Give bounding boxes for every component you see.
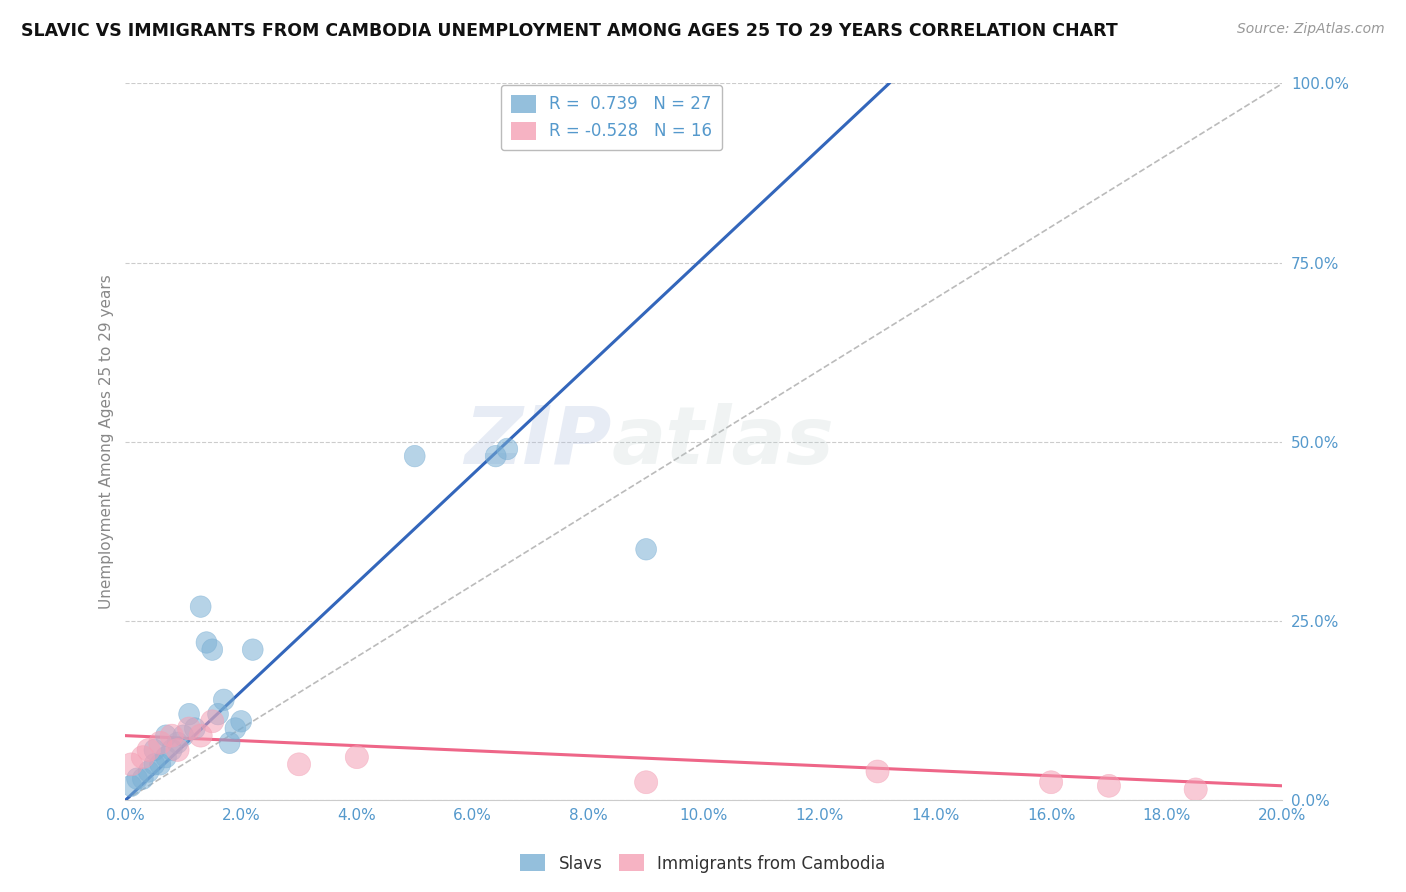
Ellipse shape [138,761,159,782]
Text: atlas: atlas [612,403,834,481]
Ellipse shape [188,724,212,747]
Ellipse shape [131,746,155,769]
Ellipse shape [485,445,506,467]
Text: Source: ZipAtlas.com: Source: ZipAtlas.com [1237,22,1385,37]
Ellipse shape [1184,778,1208,801]
Ellipse shape [1039,771,1063,794]
Ellipse shape [121,775,142,797]
Ellipse shape [162,739,183,761]
Ellipse shape [202,639,222,660]
Ellipse shape [132,768,153,789]
Ellipse shape [231,711,252,732]
Ellipse shape [287,753,311,776]
Ellipse shape [150,754,170,775]
Ellipse shape [242,639,263,660]
Legend: Slavs, Immigrants from Cambodia: Slavs, Immigrants from Cambodia [513,847,893,880]
Ellipse shape [195,632,217,653]
Ellipse shape [346,746,368,769]
Ellipse shape [201,710,224,732]
Text: ZIP: ZIP [464,403,612,481]
Ellipse shape [177,717,201,740]
Ellipse shape [120,753,143,776]
Ellipse shape [190,596,211,617]
Ellipse shape [127,768,148,789]
Ellipse shape [214,689,235,711]
Ellipse shape [173,725,194,747]
Ellipse shape [136,739,160,762]
Ellipse shape [167,732,188,754]
Ellipse shape [166,739,188,762]
Ellipse shape [405,445,425,467]
Ellipse shape [636,539,657,560]
Text: SLAVIC VS IMMIGRANTS FROM CAMBODIA UNEMPLOYMENT AMONG AGES 25 TO 29 YEARS CORREL: SLAVIC VS IMMIGRANTS FROM CAMBODIA UNEMP… [21,22,1118,40]
Ellipse shape [143,754,165,775]
Ellipse shape [156,747,176,768]
Ellipse shape [225,718,246,739]
Ellipse shape [149,731,172,755]
Y-axis label: Unemployment Among Ages 25 to 29 years: Unemployment Among Ages 25 to 29 years [100,275,114,609]
Ellipse shape [1097,774,1121,797]
Ellipse shape [160,724,183,747]
Ellipse shape [219,732,240,754]
Legend: R =  0.739   N = 27, R = -0.528   N = 16: R = 0.739 N = 27, R = -0.528 N = 16 [501,85,723,150]
Ellipse shape [866,760,889,783]
Ellipse shape [208,704,228,725]
Ellipse shape [184,718,205,739]
Ellipse shape [143,739,165,761]
Ellipse shape [179,704,200,725]
Ellipse shape [156,725,176,747]
Ellipse shape [496,438,517,459]
Ellipse shape [634,771,658,794]
